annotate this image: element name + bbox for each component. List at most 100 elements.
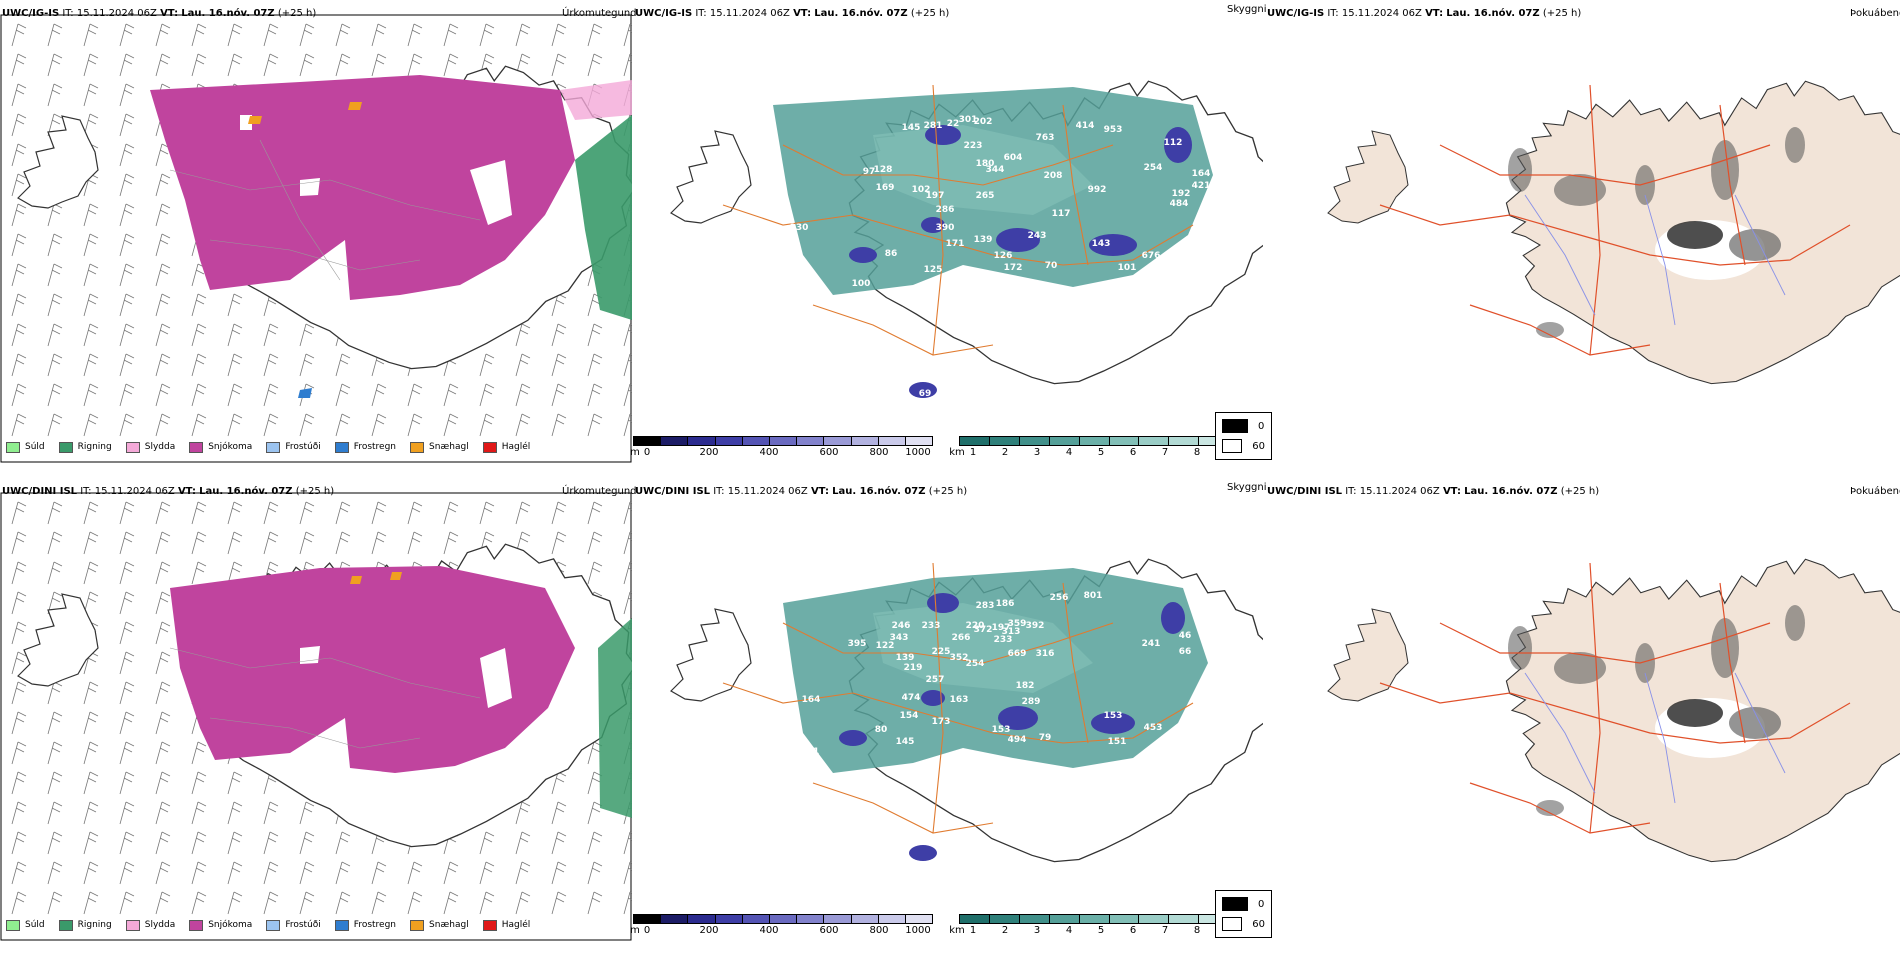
legend-label: Frostregn [353, 920, 397, 930]
visibility-tick: 5 [1097, 925, 1105, 936]
height-unit: m [630, 447, 640, 458]
precip-legend: Súld Rigning Slydda Snjókoma Frostúði Fr… [6, 916, 544, 934]
precip-type-title: Úrkomutegund [562, 486, 637, 497]
it-label: IT: [695, 8, 707, 19]
visibility-tick: 2 [1001, 447, 1009, 458]
elevation-label: 992 [1088, 185, 1107, 195]
it-label: IT: [1345, 486, 1357, 497]
legend-swatch [482, 441, 497, 453]
visibility-unit: km [949, 447, 965, 458]
elevation-label: 243 [1028, 231, 1047, 241]
height-tick: 600 [819, 447, 839, 458]
visibility-tick: 4 [1065, 925, 1073, 936]
fog-indicator-panel: UWC/DINI ISL IT: 15.11.2024 06Z VT: Lau.… [1215, 478, 1900, 953]
elevation-label: 289 [1022, 697, 1041, 707]
legend-label: Slydda [144, 442, 176, 452]
vt-label: VT: [177, 486, 196, 497]
elevation-label: 173 [932, 717, 951, 727]
fog-legend-entry: 60 [1222, 439, 1265, 453]
vt-value: Lau. 16.nóv. 07Z [181, 8, 275, 19]
precip-type-title: Úrkomutegund [562, 8, 637, 19]
height-colorbar-cells [633, 914, 933, 924]
legend-label: Snæhagl [429, 920, 469, 930]
legend-swatch [266, 919, 281, 931]
elevation-label: 22 [947, 119, 960, 129]
visibility-tick: 7 [1161, 447, 1169, 458]
visibility-tick: 3 [1033, 925, 1041, 936]
precip-type-panel: UWC/IG-IS IT: 15.11.2024 06Z VT: Lau. 16… [0, 0, 637, 475]
lead-time: (+25 h) [1560, 486, 1600, 497]
legend-item-snaehagl: Snæhagl [410, 919, 469, 931]
visibility-tick: 8 [1193, 447, 1201, 458]
legend-swatch [58, 919, 73, 931]
it-value: 15.11.2024 06Z [709, 8, 790, 19]
elevation-label: 223 [964, 141, 983, 151]
fog-swatch [1222, 897, 1248, 911]
elevation-label: 343 [890, 633, 909, 643]
elevation-label: 208 [1044, 171, 1063, 181]
elevation-label: 256 [1050, 593, 1069, 603]
visibility-ticks: km 1 2 3 4 5 6 7 8 9 10 [949, 446, 1259, 458]
legend-label: Haglél [501, 442, 531, 452]
height-unit: m [630, 925, 640, 936]
elevation-label: 79 [1039, 733, 1052, 743]
height-tick: 0 [643, 925, 651, 936]
elevation-label: 125 [924, 265, 943, 275]
cloud-visibility-title: Skyggni [1227, 4, 1267, 15]
height-tick: 800 [869, 447, 889, 458]
height-tick: 1000 [905, 447, 931, 458]
legend-item-haglel: Haglél [482, 919, 530, 931]
elevation-label: 84 [897, 859, 910, 869]
elevation-label: 233 [922, 621, 941, 631]
legend-item-rigning: Rigning [58, 441, 112, 453]
elevation-label: 801 [1084, 591, 1103, 601]
elevation-label: 169 [876, 183, 895, 193]
legend-label: Snjókoma [208, 442, 253, 452]
elevation-label: 182 [1016, 681, 1035, 691]
legend-swatch [125, 919, 140, 931]
elevation-label: 192 [1172, 189, 1191, 199]
elevation-label: 254 [966, 659, 985, 669]
fog-legend: 0 60 [1215, 412, 1272, 460]
elevation-label: 153 [1104, 711, 1123, 721]
elevation-label: 202 [974, 117, 993, 127]
visibility-ticks: km 1 2 3 4 5 6 7 8 9 10 [949, 924, 1259, 936]
precip-type-panel: UWC/DINI ISL IT: 15.11.2024 06Z VT: Lau.… [0, 478, 637, 953]
legend-item-haglel: Haglél [482, 441, 531, 453]
visibility-tick: 6 [1129, 447, 1137, 458]
fog-label: 60 [1252, 440, 1265, 452]
elevation-label: 474 [902, 693, 921, 703]
legend-swatch [334, 919, 349, 931]
legend-swatch [125, 441, 140, 453]
forecast-row-2: UWC/DINI ISL IT: 15.11.2024 06Z VT: Lau.… [0, 478, 1900, 953]
vt-value: Lau. 16.nóv. 07Z [832, 486, 926, 497]
model-name: UWC/DINI ISL [2, 486, 78, 497]
vt-label: VT: [810, 486, 829, 497]
fog-indicator-header: UWC/IG-IS IT: 15.11.2024 06Z VT: Lau. 16… [1267, 8, 1581, 19]
legend-swatch [334, 441, 349, 453]
visibility-tick: 2 [1001, 925, 1009, 936]
elevation-label: 313 [1002, 627, 1021, 637]
legend-item-snaehagl: Snæhagl [410, 441, 469, 453]
fog-label: 0 [1258, 898, 1265, 910]
legend-item-snjokoma: Snjókoma [189, 441, 253, 453]
visibility-tick: 5 [1097, 447, 1105, 458]
lead-time: (+25 h) [295, 486, 335, 497]
precip-type-map [0, 14, 632, 463]
vt-label: VT: [793, 8, 812, 19]
legend-label: Súld [25, 920, 45, 930]
cloud-visibility-header: UWC/IG-IS IT: 15.11.2024 06Z VT: Lau. 16… [635, 8, 949, 19]
elevation-label: 100 [852, 279, 871, 289]
legend-label: Snjókoma [208, 920, 253, 930]
legend-item-slydda: Slydda [125, 919, 175, 931]
visibility-tick: 8 [1193, 925, 1201, 936]
elevation-label: 145 [896, 737, 915, 747]
legend-item-sild: Súld [6, 919, 45, 931]
visibility-tick: 7 [1161, 925, 1169, 936]
elevation-label: 219 [904, 663, 923, 673]
visibility-colorbar-cells [959, 914, 1259, 924]
visibility-colorbar-cells [959, 436, 1259, 446]
elevation-label: 69 [919, 389, 932, 399]
height-tick: 200 [699, 925, 719, 936]
